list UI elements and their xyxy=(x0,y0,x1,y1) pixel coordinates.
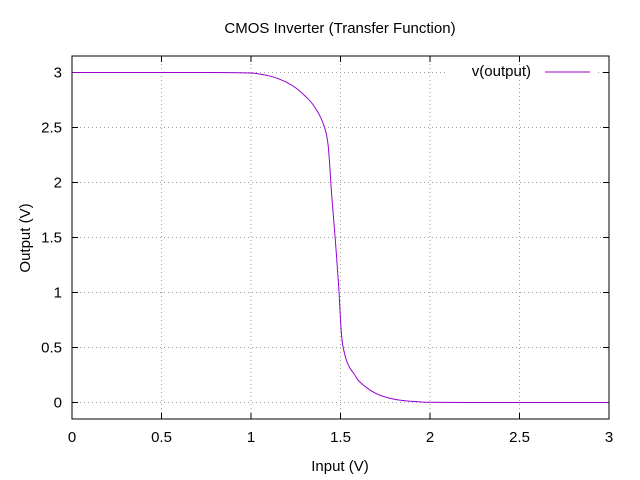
x-tick-label: 0.5 xyxy=(151,429,172,446)
x-axis-label: Input (V) xyxy=(311,458,369,475)
series-line xyxy=(72,71,609,404)
x-tick-label: 0 xyxy=(68,429,76,446)
grid-lines xyxy=(72,56,609,419)
y-tick-label: 1.5 xyxy=(41,230,62,247)
x-tick-label: 2 xyxy=(426,429,434,446)
x-tick-label: 3 xyxy=(605,429,613,446)
y-tick-label: 3 xyxy=(54,65,62,82)
x-tick-label: 2.5 xyxy=(509,429,530,446)
plot-frame xyxy=(71,55,610,420)
x-tick-label: 1 xyxy=(247,429,255,446)
legend: v(output) xyxy=(472,63,590,80)
y-tick-label: 2.5 xyxy=(41,120,62,137)
y-tick-label: 0.5 xyxy=(41,340,62,357)
legend-label: v(output) xyxy=(472,63,531,80)
y-tick-label: 2 xyxy=(54,175,62,192)
y-axis-label: Output (V) xyxy=(17,203,34,272)
y-tick-label: 0 xyxy=(54,395,62,412)
chart-title: CMOS Inverter (Transfer Function) xyxy=(224,20,455,37)
series-lines xyxy=(72,71,609,404)
y-tick-label: 1 xyxy=(54,285,62,302)
tick-labels: 0 0.5 1 1.5 2 2.5 3 0 0.5 1 1.5 2 2.5 3 xyxy=(41,65,613,447)
x-tick-label: 1.5 xyxy=(330,429,351,446)
